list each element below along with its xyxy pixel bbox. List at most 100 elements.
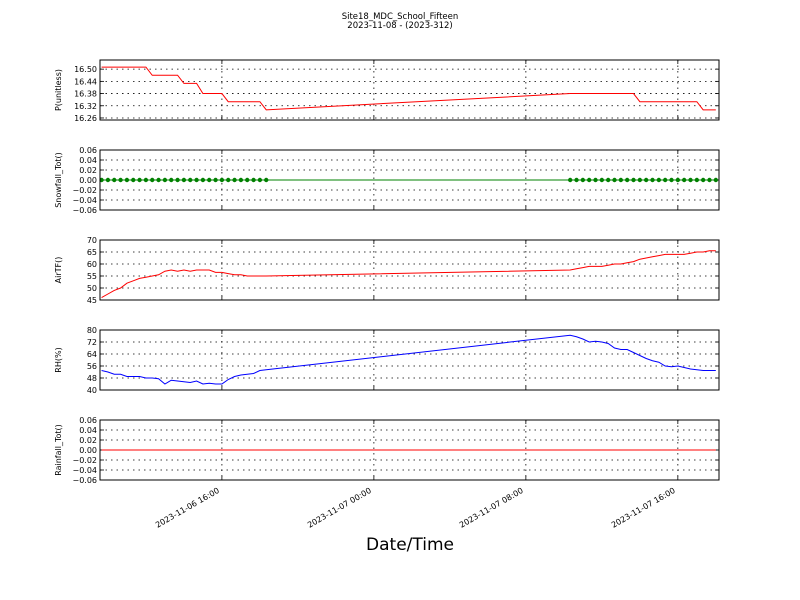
y-tick-label: 80	[87, 326, 97, 335]
data-point	[251, 177, 256, 183]
y-tick-label: −0.04	[72, 196, 97, 205]
y-tick-label: 16.50	[74, 65, 97, 74]
plot-frame	[99, 329, 720, 391]
y-tick-label: 50	[87, 284, 97, 293]
y-tick-label: 16.32	[74, 102, 97, 111]
y-tick-label: 72	[87, 338, 97, 347]
data-line	[101, 334, 716, 385]
plot-frame	[99, 149, 720, 211]
y-tick-label: 0.02	[79, 436, 97, 445]
data-point	[669, 177, 674, 183]
y-tick-label: 0.04	[79, 156, 97, 165]
data-point	[112, 177, 117, 183]
y-tick-label: 60	[87, 260, 97, 269]
data-point	[118, 177, 123, 183]
chart-title: Site18_MDC_School_Fifteen	[342, 12, 459, 22]
data-point	[105, 177, 111, 183]
data-point	[219, 177, 225, 183]
data-point	[656, 177, 662, 183]
data-point	[618, 177, 624, 183]
y-axis-label: Rainfall_Tot()	[54, 424, 63, 476]
data-point	[700, 177, 706, 183]
y-tick-label: 0.00	[79, 176, 97, 185]
y-tick-label: 16.44	[74, 77, 97, 86]
data-point	[593, 177, 598, 183]
y-tick-label: 0.00	[79, 446, 97, 455]
y-tick-label: 70	[87, 236, 97, 245]
data-point	[150, 177, 155, 183]
data-point	[675, 177, 681, 183]
y-tick-label: 56	[87, 362, 97, 371]
data-point	[194, 177, 199, 183]
data-point	[681, 177, 687, 183]
y-tick-label: 64	[87, 350, 97, 359]
data-point	[631, 177, 636, 183]
chart-subtitle: 2023-11-08 - (2023-312)	[347, 21, 452, 31]
y-tick-label: −0.02	[72, 186, 97, 195]
data-point	[238, 177, 244, 183]
y-tick-label: 0.02	[79, 166, 97, 175]
data-point	[264, 177, 269, 183]
data-point	[586, 177, 592, 183]
plot-frame	[99, 239, 720, 301]
data-point	[124, 177, 130, 183]
x-axis-label: Date/Time	[366, 535, 454, 555]
data-point	[175, 177, 180, 183]
data-point	[162, 177, 168, 183]
y-tick-label: 16.38	[74, 90, 97, 99]
x-tick-label: 2023-11-07 16:00	[610, 486, 677, 530]
data-point	[650, 177, 655, 183]
y-tick-label: −0.02	[72, 456, 97, 465]
data-point	[200, 177, 206, 183]
data-point	[694, 177, 700, 183]
data-point	[181, 177, 187, 183]
data-point	[580, 177, 586, 183]
data-point	[637, 177, 643, 183]
data-point	[257, 177, 263, 183]
data-point	[567, 177, 573, 183]
data-point	[707, 177, 712, 183]
y-tick-label: 45	[87, 296, 97, 305]
y-tick-label: 16.26	[74, 114, 97, 123]
data-point	[232, 177, 237, 183]
y-axis-label: P(unitless)	[54, 69, 63, 111]
x-tick-label: 2023-11-06 16:00	[154, 486, 221, 530]
plot-frame	[99, 59, 720, 121]
data-line	[101, 66, 716, 111]
data-point	[226, 177, 231, 183]
y-tick-label: −0.04	[72, 466, 97, 475]
data-point	[169, 177, 174, 183]
y-tick-label: 65	[87, 248, 97, 257]
data-point	[213, 177, 218, 183]
data-point	[245, 177, 250, 183]
y-tick-label: 48	[87, 374, 97, 383]
y-tick-label: 40	[87, 386, 97, 395]
y-axis-label: AirTF()	[54, 257, 63, 284]
data-point	[599, 177, 605, 183]
y-tick-label: 0.06	[79, 416, 97, 425]
data-point	[624, 177, 630, 183]
y-tick-label: 0.06	[79, 146, 97, 155]
x-tick-label: 2023-11-07 08:00	[458, 486, 525, 530]
data-point	[207, 177, 212, 183]
plot-frame	[99, 419, 720, 481]
data-point	[688, 177, 693, 183]
y-tick-label: 0.04	[79, 426, 97, 435]
data-line	[101, 250, 716, 299]
data-point	[143, 177, 149, 183]
data-point	[612, 177, 617, 183]
y-tick-label: −0.06	[72, 476, 97, 485]
x-tick-label: 2023-11-07 00:00	[306, 486, 373, 530]
y-tick-label: −0.06	[72, 206, 97, 215]
data-point	[605, 177, 611, 183]
y-axis-label: RH(%)	[54, 347, 63, 372]
y-tick-label: 55	[87, 272, 97, 281]
data-point	[662, 177, 668, 183]
data-point	[131, 177, 136, 183]
y-axis-label: Snowfall_Tot()	[54, 152, 63, 208]
data-point	[643, 177, 649, 183]
data-point	[156, 177, 161, 183]
data-point	[188, 177, 193, 183]
